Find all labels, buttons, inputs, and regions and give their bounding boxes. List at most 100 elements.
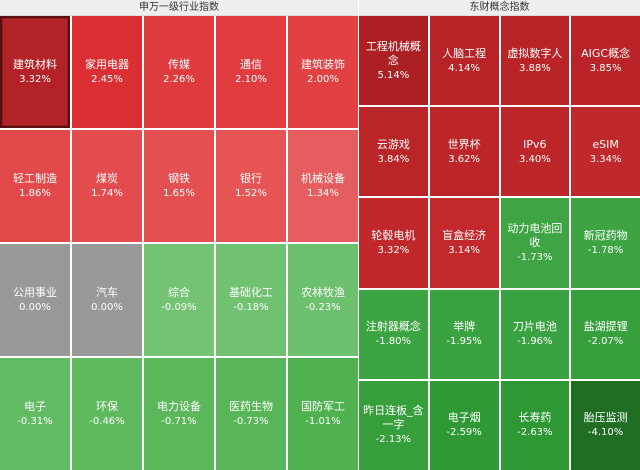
heatmap-tile[interactable]: 银行 1.52% [216,130,286,242]
em-concept-tile-grid: 工程机械概念 5.14% 人脑工程 4.14% 虚拟数字人 3.88% AIGC概念 3.85… [359,16,640,470]
heatmap-tile[interactable]: 电子烟 -2.59% [429,380,499,470]
heatmap-tile[interactable]: 钢铁 1.65% [144,130,214,242]
tile-name: 基础化工 [229,286,273,299]
em-concept-heatmap-panel: 东财概念指数 工程机械概念 5.14% 人脑工程 4.14% 虚拟数字人 3.88% AIG… [359,0,640,470]
tile-name: 汽车 [96,286,118,299]
heatmap-tile[interactable]: 通信 2.10% [216,16,286,128]
tile-name: 电子 [24,400,46,413]
tile-name: 建筑材料 [13,58,57,71]
tile-change-percent: -1.01% [305,416,341,427]
tile-change-percent: -0.31% [17,416,53,427]
heatmap-tile[interactable]: 农林牧渔 -0.23% [288,244,358,356]
tile-change-percent: -0.18% [233,302,269,313]
heatmap-tile[interactable]: 工程机械概念 5.14% [359,16,428,106]
heatmap-tile[interactable]: 虚拟数字人 3.88% [500,16,570,106]
heatmap-tile[interactable]: 国防军工 -1.01% [288,358,358,470]
tile-change-percent: 1.74% [91,188,123,199]
tile-change-percent: -1.96% [517,336,553,348]
heatmap-tile[interactable]: 世界杯 3.62% [429,107,499,197]
tile-change-percent: -2.63% [517,427,553,439]
heatmap-tile[interactable]: eSIM 3.34% [571,107,640,197]
tile-name: 刀片电池 [512,320,557,334]
tile-name: 综合 [168,286,190,299]
tile-change-percent: 3.14% [448,244,481,256]
tile-change-percent: -0.23% [305,302,341,313]
heatmap-tile[interactable]: 注射器概念 -1.80% [359,289,428,379]
tile-name: 胎压监测 [583,411,628,425]
heatmap-tile[interactable]: 动力电池回收 -1.73% [500,198,570,288]
tile-change-percent: 3.32% [19,74,51,85]
tile-name: 农林牧渔 [301,286,345,299]
tile-name: 公用事业 [13,286,57,299]
heatmap-tile[interactable]: 盲盒经济 3.14% [429,198,499,288]
panel-title-sw-industry: 申万一级行业指数 [0,0,358,16]
tile-change-percent: 1.86% [19,188,51,199]
heatmap-tile[interactable]: 刀片电池 -1.96% [500,289,570,379]
tile-name: 医药生物 [229,400,273,413]
tile-name: 云游戏 [376,137,410,151]
tile-name: 电力设备 [157,400,201,413]
heatmap-tile[interactable]: 电力设备 -0.71% [144,358,214,470]
heatmap-tile[interactable]: 环保 -0.46% [72,358,142,470]
heatmap-tile[interactable]: 机械设备 1.34% [288,130,358,242]
tile-change-percent: -0.46% [89,416,125,427]
tile-change-percent: 3.62% [448,153,481,165]
tile-change-percent: -1.80% [375,336,412,348]
heatmap-tile[interactable]: 轮毂电机 3.32% [359,198,428,288]
tile-change-percent: 3.34% [589,153,622,165]
tile-name: 轮毂电机 [371,228,416,242]
heatmap-tile[interactable]: 举牌 -1.95% [429,289,499,379]
tile-change-percent: 0.00% [19,302,51,313]
heatmap-tile[interactable]: 长寿药 -2.63% [500,380,570,470]
tile-change-percent: 3.32% [377,244,410,256]
tile-name: 国防军工 [301,400,345,413]
tile-name: 动力电池回收 [507,221,563,249]
tile-change-percent: 2.00% [307,74,339,85]
heatmap-tile[interactable]: 家用电器 2.45% [72,16,142,128]
tile-change-percent: 1.65% [163,188,195,199]
tile-name: 工程机械概念 [365,39,421,67]
panel-title-em-concept: 东财概念指数 [359,0,640,16]
sw-industry-heatmap-panel: 申万一级行业指数 建筑材料 3.32% 家用电器 2.45% 传媒 2.26% 通信 2.10… [0,0,358,470]
tile-name: 世界杯 [447,137,481,151]
tile-change-percent: -0.71% [161,416,197,427]
heatmap-tile[interactable]: 轻工制造 1.86% [0,130,70,242]
tile-name: 建筑装饰 [301,58,345,71]
heatmap-tile[interactable]: IPv6 3.40% [500,107,570,197]
tile-change-percent: -2.59% [446,427,482,439]
tile-name: 人脑工程 [442,46,487,60]
tile-change-percent: 5.14% [377,69,410,81]
heatmap-tile[interactable]: 传媒 2.26% [144,16,214,128]
heatmap-tile[interactable]: 公用事业 0.00% [0,244,70,356]
tile-name: 通信 [240,58,262,71]
tile-change-percent: -2.13% [375,434,412,446]
tile-name: IPv6 [523,137,547,151]
heatmap-tile[interactable]: 综合 -0.09% [144,244,214,356]
tile-name: 环保 [96,400,118,413]
heatmap-tile[interactable]: 汽车 0.00% [72,244,142,356]
tile-name: 盲盒经济 [442,228,487,242]
heatmap-tile[interactable]: 基础化工 -0.18% [216,244,286,356]
heatmap-tile[interactable]: 昨日连板_含一字 -2.13% [359,380,428,470]
tile-change-percent: -1.78% [587,244,624,256]
heatmap-tile[interactable]: 胎压监测 -4.10% [571,380,640,470]
tile-change-percent: 1.34% [307,188,339,199]
tile-change-percent: -2.07% [587,336,624,348]
tile-name: 传媒 [168,58,190,71]
tile-name: 银行 [240,172,262,185]
tile-change-percent: 1.52% [235,188,267,199]
heatmap-tile[interactable]: 电子 -0.31% [0,358,70,470]
tile-change-percent: -0.09% [161,302,197,313]
tile-change-percent: 2.10% [235,74,267,85]
heatmap-tile[interactable]: 新冠药物 -1.78% [571,198,640,288]
heatmap-tile[interactable]: AIGC概念 3.85% [571,16,640,106]
heatmap-tile[interactable]: 医药生物 -0.73% [216,358,286,470]
heatmap-tile[interactable]: 建筑材料 3.32% [0,16,70,128]
heatmap-tile[interactable]: 盐湖提锂 -2.07% [571,289,640,379]
heatmap-tile[interactable]: 建筑装饰 2.00% [288,16,358,128]
heatmap-tile[interactable]: 云游戏 3.84% [359,107,428,197]
tile-change-percent: 3.84% [377,153,410,165]
heatmap-tile[interactable]: 煤炭 1.74% [72,130,142,242]
heatmap-tile[interactable]: 人脑工程 4.14% [429,16,499,106]
tile-name: eSIM [592,137,619,151]
